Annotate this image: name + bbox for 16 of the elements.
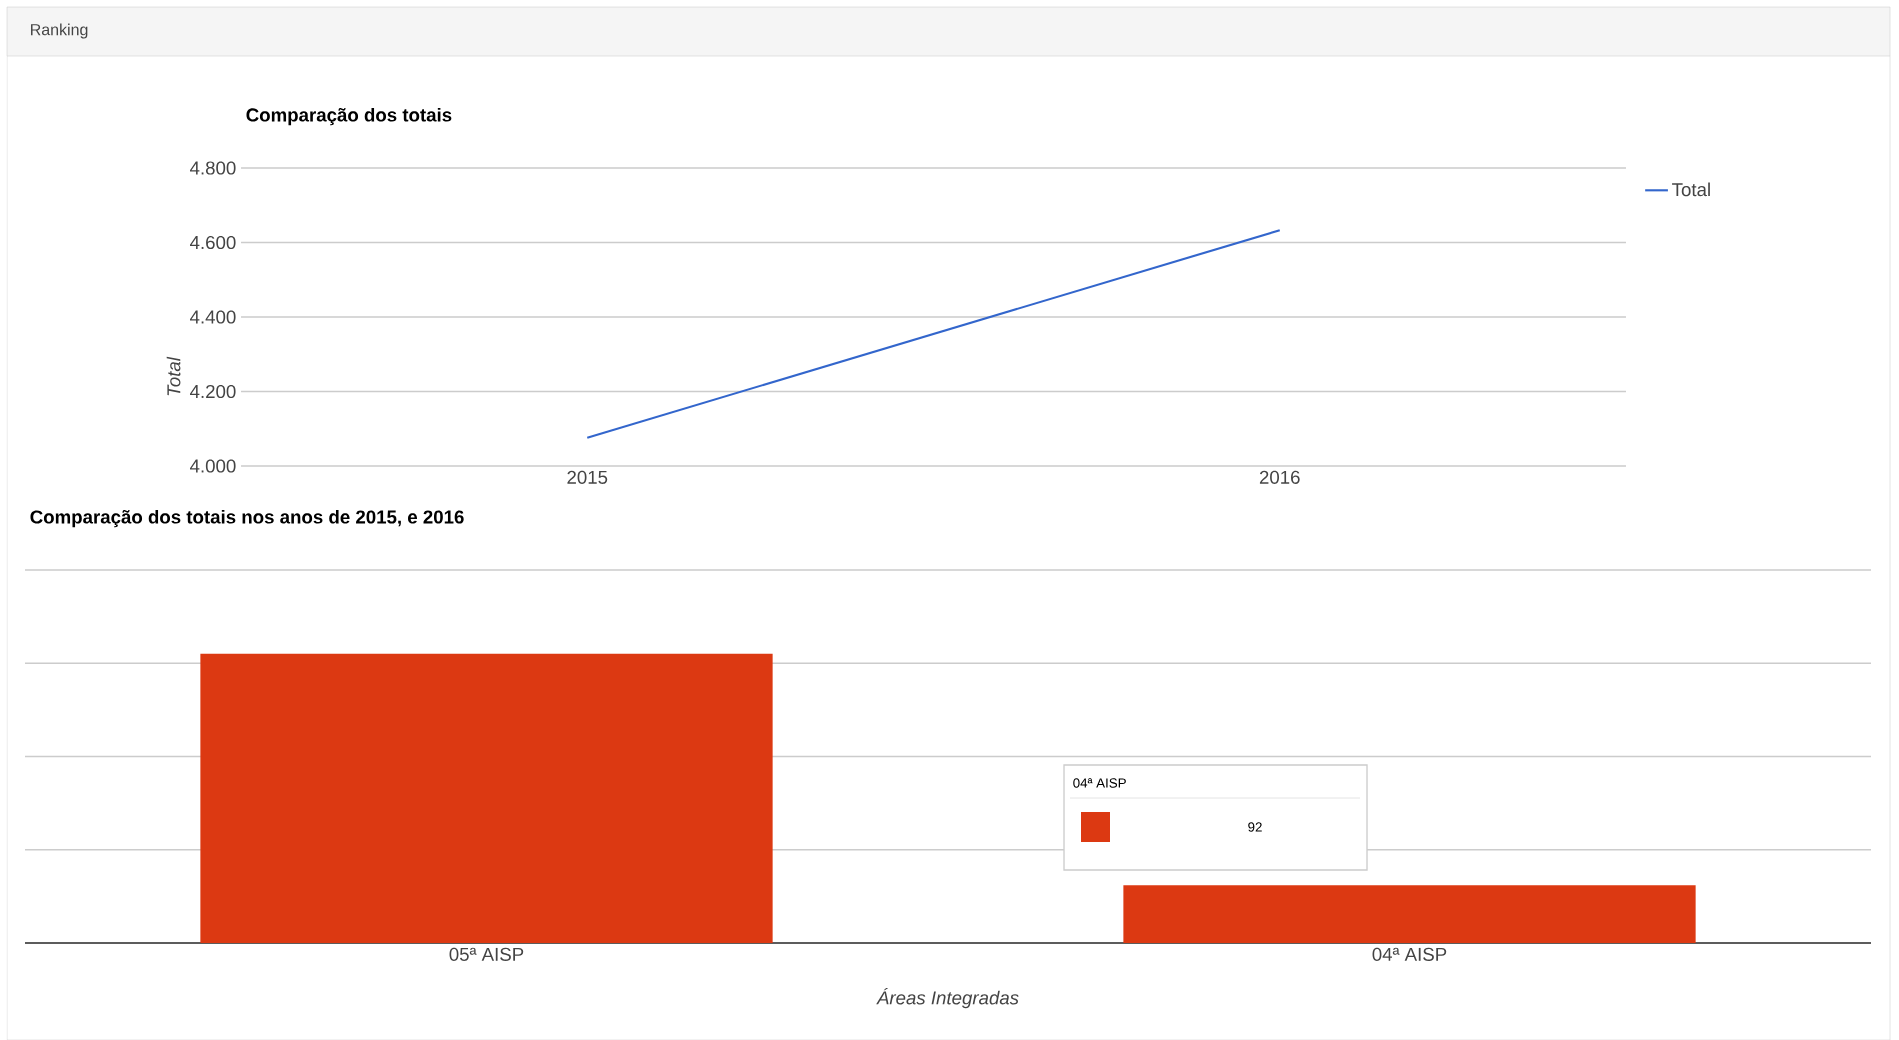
y-tick-label: 4.200 [190,384,236,399]
annotation: 04ª AISP [1073,778,1126,788]
x-tick-label: 2016 [1259,470,1300,484]
y-tick-label: 4.000 [190,459,236,473]
y-tick-label: 4.600 [190,235,236,250]
y-tick-label: 4.400 [190,310,236,324]
x-tick-label: 05ª AISP [449,947,524,961]
text: Ranking [31,23,88,39]
annotation: 92 [1248,822,1262,832]
x-tick-label: 2015 [567,470,608,484]
legend-label: Total [1672,182,1710,197]
chart-title: Comparação dos totais [246,107,452,126]
y-tick-label: 4.800 [190,161,236,175]
chart-title: Comparação dos totais nos anos de 2015, e 2016 [30,509,464,528]
x-axis-title: Áreas Integradas [876,988,1019,1009]
y-axis-title: Total [166,356,181,396]
